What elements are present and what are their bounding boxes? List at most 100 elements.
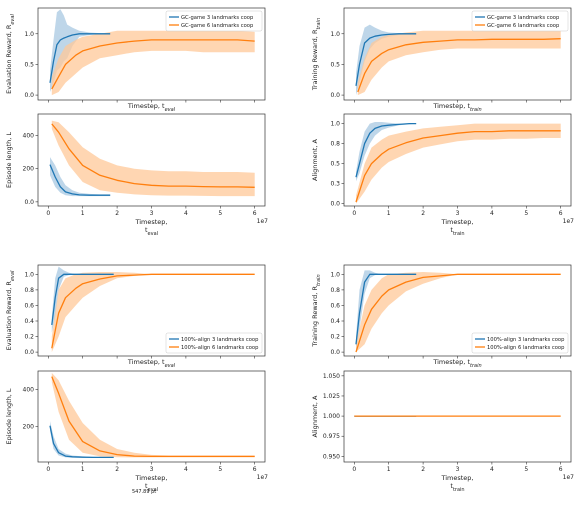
y-tick-label: 400 xyxy=(23,387,35,394)
x-tick-label: 1 xyxy=(81,210,85,217)
y-axis-label: Episode length, L xyxy=(5,132,13,188)
x-tick-label: 3 xyxy=(150,466,154,473)
y-tick-label: 1.050 xyxy=(323,373,340,380)
series-band-2 xyxy=(51,372,255,458)
y-tick-label: 0.0 xyxy=(330,349,340,356)
y-tick-label: 0.8 xyxy=(24,287,34,294)
y-tick-label: 1.0 xyxy=(330,31,340,38)
legend-entry-2: GC-game 6 landmarks coop xyxy=(487,23,560,29)
y-tick-label: 0.3 xyxy=(330,181,340,188)
y-axis-label: Training Reward, Rtrain xyxy=(311,18,322,91)
x-tick-label: 6 xyxy=(559,466,563,473)
panel-train-reward-align: 0.0 0.2 0.4 0.6 0.8 1.0 Timestep, ttrain Traini… xyxy=(311,264,572,369)
x-tick-label: 1 xyxy=(81,466,85,473)
series-band-2 xyxy=(51,30,255,96)
x-axis-label: Timestep, ttrain xyxy=(432,102,481,113)
x-tick-label: 4 xyxy=(490,466,494,473)
series-line-2 xyxy=(51,273,255,349)
panel-eval-reward-gc: 0.0 0.5 1.0 Timestep, teval Evaluation Rewar… xyxy=(5,7,266,113)
y-tick-label: 0.0 xyxy=(330,92,340,99)
x-tick-label: 4 xyxy=(184,210,188,217)
x-tick-label: 1 xyxy=(387,210,391,217)
panel-train-reward-gc: 0.0 0.5 1.0 Timestep, ttrain Training Reward… xyxy=(311,7,572,113)
y-axis-label: Training Reward, Rtrain xyxy=(311,274,322,347)
x-scale-label: 1e7 xyxy=(563,218,575,225)
legend-entry-1: 100%-align 3 landmarks coop xyxy=(487,337,565,343)
x-tick-label: 0 xyxy=(352,210,356,217)
series-line-1 xyxy=(355,33,417,87)
y-tick-label: 0.5 xyxy=(330,161,340,168)
x-scale-label: 1e7 xyxy=(257,218,269,225)
legend-entry-1: 100%-align 3 landmarks coop xyxy=(181,337,259,343)
y-tick-label: 0.8 xyxy=(330,287,340,294)
series-line-1 xyxy=(355,273,417,345)
x-tick-label: 1 xyxy=(387,466,391,473)
x-tick-label: 5 xyxy=(218,210,222,217)
x-axis-label-sub: ttrain xyxy=(450,482,464,493)
legend: 100%-align 3 landmarks coop 100%-align 6 … xyxy=(471,332,569,354)
series-band-2 xyxy=(357,30,561,96)
x-tick-label: 0 xyxy=(46,210,50,217)
x-axis-label: Timestep, teval xyxy=(127,358,176,369)
y-axis-label: Episode length, L xyxy=(5,388,13,444)
x-axis-label-sub: teval xyxy=(145,226,158,237)
panel-episode-length-gc: 0 1 2 3 4 5 6 0.0 200 400 1e7 Timestep,teval Episode… xyxy=(5,113,269,237)
panel-alignment-gc: 0 1 2 3 4 5 6 0.0 0.3 0.5 0.8 1.0 1e7 Timestep,ttrain… xyxy=(311,113,575,237)
x-tick-label: 5 xyxy=(524,466,528,473)
panel-eval-reward-align: 0.0 0.2 0.4 0.6 0.8 1.0 Timestep, teval Evaluat… xyxy=(5,264,266,369)
legend-box xyxy=(165,10,263,32)
series-line-1 xyxy=(49,33,111,83)
series-band-2 xyxy=(51,120,255,197)
legend: GC-game 3 landmarks coop GC-game 6 landma… xyxy=(471,10,569,32)
x-tick-label: 6 xyxy=(559,210,563,217)
y-tick-label: 0.6 xyxy=(330,302,340,309)
legend: GC-game 3 landmarks coop GC-game 6 landma… xyxy=(165,10,263,32)
y-tick-label: 1.0 xyxy=(330,121,340,128)
y-tick-label: 200 xyxy=(23,166,35,173)
legend-box xyxy=(471,10,569,32)
y-axis-label: Alignment, A xyxy=(311,139,319,181)
y-tick-label: 0.4 xyxy=(330,318,340,325)
series-line-1 xyxy=(355,122,417,178)
y-tick-label: 200 xyxy=(23,424,35,431)
x-axis-label: Timestep, xyxy=(134,474,167,482)
footnote: 547.89 pt xyxy=(132,489,157,495)
x-tick-label: 5 xyxy=(524,210,528,217)
legend-entry-1: GC-game 3 landmarks coop xyxy=(181,15,254,21)
panel-episode-length-align: 0 1 2 3 4 5 6 200 400 1e7 Timestep,teval Episode le… xyxy=(5,370,268,493)
x-axis-label: Timestep, xyxy=(134,218,167,226)
x-axis-label: Timestep, xyxy=(440,474,473,482)
series-line-2 xyxy=(51,123,255,188)
x-tick-label: 2 xyxy=(421,210,425,217)
legend-box xyxy=(165,332,263,354)
series-line-1 xyxy=(49,164,111,196)
x-axis-label-sub: ttrain xyxy=(450,226,464,237)
series-line-2 xyxy=(51,39,255,90)
y-tick-label: 0.5 xyxy=(24,61,34,68)
legend-entry-2: 100%-align 6 landmarks coop xyxy=(181,345,259,351)
x-tick-label: 0 xyxy=(352,466,356,473)
y-tick-label: 0.6 xyxy=(24,302,34,309)
y-tick-label: 1.0 xyxy=(24,271,34,278)
series-line-2 xyxy=(355,130,561,203)
series-band-1 xyxy=(50,157,111,197)
y-tick-label: 400 xyxy=(23,133,35,140)
series-band-1 xyxy=(51,266,114,333)
series-line-2 xyxy=(357,38,561,93)
y-tick-label: 0.0 xyxy=(24,92,34,99)
legend-entry-2: GC-game 6 landmarks coop xyxy=(181,23,254,29)
legend-box xyxy=(471,332,569,354)
x-scale-label: 1e7 xyxy=(563,474,575,481)
series-band-1 xyxy=(50,9,111,93)
series-line-2 xyxy=(355,273,561,353)
legend-entry-1: GC-game 3 landmarks coop xyxy=(487,15,560,21)
x-tick-label: 3 xyxy=(456,466,460,473)
x-tick-label: 3 xyxy=(150,210,154,217)
series-line-2 xyxy=(51,376,255,458)
x-tick-label: 4 xyxy=(490,210,494,217)
series-band-2 xyxy=(51,272,255,353)
y-axis-label: Evaluation Reward, Reval xyxy=(5,14,16,94)
x-tick-label: 0 xyxy=(46,466,50,473)
y-tick-label: 1.000 xyxy=(323,413,340,420)
